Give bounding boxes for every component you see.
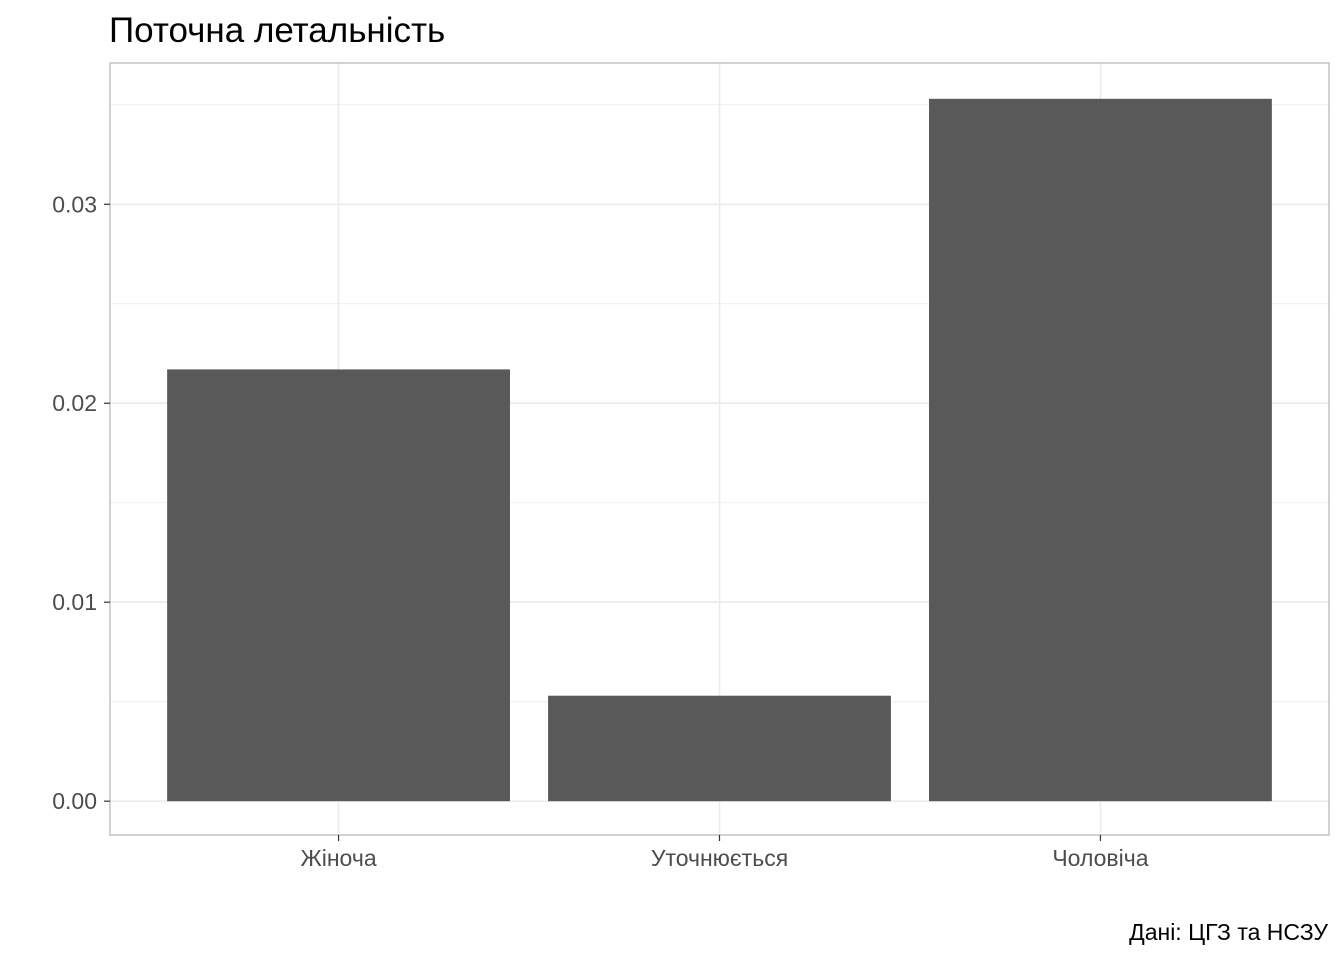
chart-title: Поточна летальність bbox=[109, 11, 445, 50]
x-tick-label: Уточнюється bbox=[651, 845, 788, 871]
y-axis: 0.00 0.01 0.02 0.03 bbox=[52, 191, 110, 814]
bar-3 bbox=[929, 98, 1272, 802]
y-tick-label: 0.03 bbox=[52, 191, 97, 217]
bars bbox=[167, 98, 1272, 802]
chart-caption: Дані: ЦГЗ та НСЗУ bbox=[1129, 919, 1328, 945]
x-axis: Жіноча Уточнюється Чоловіча bbox=[301, 835, 1149, 871]
y-tick-label: 0.02 bbox=[52, 390, 97, 416]
x-tick-label: Чоловіча bbox=[1052, 845, 1148, 871]
bar-1 bbox=[167, 369, 510, 802]
bar-2 bbox=[548, 695, 891, 802]
y-tick-label: 0.00 bbox=[52, 788, 97, 814]
y-tick-label: 0.01 bbox=[52, 589, 97, 615]
x-tick-label: Жіноча bbox=[301, 845, 377, 871]
